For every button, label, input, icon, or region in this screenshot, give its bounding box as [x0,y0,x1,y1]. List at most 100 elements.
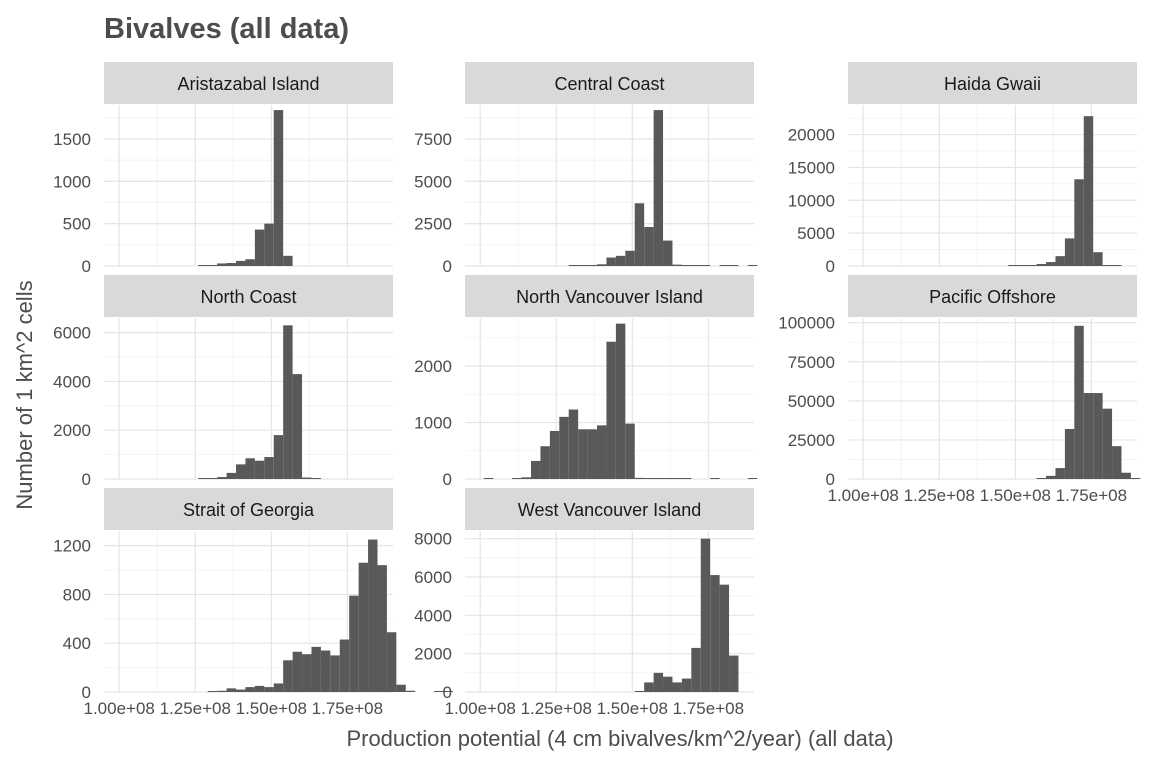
histogram-bar [587,264,598,266]
histogram-bar [273,683,284,692]
histogram-bar [578,265,588,266]
y-tick-label: 400 [63,634,91,653]
histogram-bar [531,460,541,479]
histogram-bar [283,255,293,266]
histogram-bar [443,691,453,692]
facet-panel: North Vancouver Island 0 1000 2000 [414,275,758,489]
histogram-bar [349,595,359,692]
facet-panel: Strait of Georgia 0 400 800 1200 1.00e+08 1.25… [53,488,453,718]
histogram-bar [681,478,692,479]
histogram-bar [681,265,692,266]
y-tick-label: 10000 [788,191,835,210]
histogram-bar [207,691,218,692]
histogram-bar [729,655,739,692]
histogram-bar [1008,265,1018,266]
histogram-bar [377,565,387,692]
histogram-bar [719,584,730,692]
histogram-bar [1055,468,1065,479]
y-tick-label: 0 [443,683,452,702]
histogram-bar [311,646,321,692]
histogram-bar [207,478,218,479]
histogram-bar [672,682,682,692]
histogram-bar [264,223,274,266]
y-tick-label: 5000 [414,172,452,191]
y-tick-label: 1000 [414,414,452,433]
y-tick-label: 20000 [788,126,835,145]
histogram-bar [719,265,730,266]
histogram-bar [521,477,532,479]
x-tick-label: 1.75e+08 [673,699,744,718]
y-tick-label: 500 [63,215,91,234]
histogram-bar [339,639,350,692]
histogram-bar [710,575,720,692]
x-tick-label: 1.50e+08 [597,699,668,718]
histogram-bar [245,687,255,692]
x-tick-label: 1.50e+08 [236,699,307,718]
histogram-bar [217,477,227,479]
y-tick-label: 1000 [53,172,91,191]
histogram-bar [663,240,673,266]
histogram-bar [634,691,645,692]
histogram-bar [254,460,265,479]
histogram-bar [217,690,227,692]
facet-panel: Haida Gwaii 0 5000 10000 15000 20000 [788,62,1137,276]
histogram-bar [653,110,664,266]
histogram-bar [483,478,494,479]
y-tick-label: 0 [82,470,91,489]
histogram-bar [368,539,378,692]
histogram-bar [1064,238,1075,266]
y-tick-label: 2000 [414,357,452,376]
histogram-bar [747,478,758,479]
x-tick-label: 1.50e+08 [980,486,1051,505]
histogram-bar [236,260,246,266]
facet-strip [104,488,393,530]
histogram-bar [691,265,701,266]
x-tick-label: 1.25e+08 [160,699,231,718]
y-tick-label: 6000 [53,324,91,343]
x-tick-label: 1.25e+08 [521,699,592,718]
facet-panel: Aristazabal Island 0 500 1000 1500 [53,62,393,276]
histogram-bar [615,255,626,266]
y-tick-label: 0 [82,257,91,276]
x-tick-label: 1.00e+08 [828,486,899,505]
histogram-bar [672,264,682,266]
facet-strip [465,62,754,104]
y-axis-title: Number of 1 km^2 cells [12,280,37,509]
histogram-bar [634,477,645,479]
y-tick-label: 1200 [53,537,91,556]
histogram-bar [625,250,635,266]
y-tick-label: 0 [443,470,452,489]
histogram-bar [198,265,208,266]
histogram-bar [663,478,673,479]
histogram-bar [1112,265,1122,266]
histogram-bar [606,341,616,479]
histogram-bar [1027,265,1037,266]
histogram-bar [587,429,598,479]
histogram-bar [320,650,331,692]
histogram-bar [1055,256,1065,266]
y-tick-label: 50000 [788,392,835,411]
histogram-bar [700,265,711,266]
y-tick-label: 6000 [414,568,452,587]
y-tick-label: 0 [443,257,452,276]
histogram-bar [1046,262,1056,266]
histogram-bar [1017,265,1028,266]
histogram-bar [1102,408,1113,479]
facet-strip [848,275,1137,317]
y-tick-label: 2000 [414,645,452,664]
histogram-bar [264,687,274,692]
x-tick-label: 1.00e+08 [445,699,516,718]
histogram-bar [700,538,711,692]
facet-panel: North Coast 0 2000 4000 6000 [53,275,393,489]
histogram-bar [747,265,758,266]
histogram-bar [634,203,645,266]
histogram-bar [1083,393,1094,479]
facet-strip-label: Haida Gwaii [944,74,1041,94]
histogram-bar [1083,116,1094,267]
y-tick-label: 15000 [788,158,835,177]
histogram-bar [302,477,312,479]
histogram-bar [198,478,208,479]
histogram-bar [236,464,246,479]
histogram-bar [540,446,550,479]
